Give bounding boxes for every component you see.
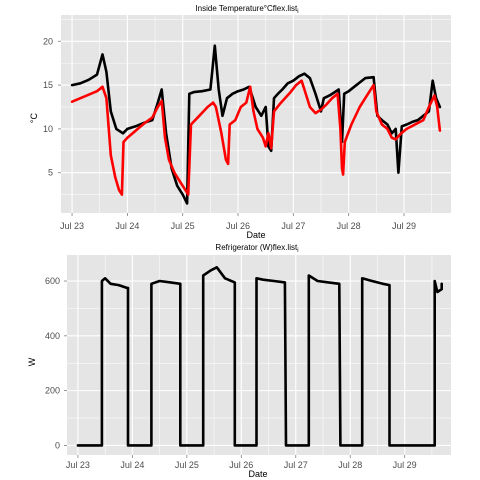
refrigerator-series-group	[76, 265, 444, 447]
temperature-y-tick-label: 20	[43, 36, 53, 46]
refrigerator-y-tick-label: 0	[55, 440, 60, 450]
temperature-x-ticks: Jul 23 Jul 24 Jul 25 Jul 26 Jul 27 Jul 28 Jul …	[60, 213, 416, 231]
temperature-series-black	[70, 44, 442, 205]
refrigerator-y-axis-label: W	[27, 357, 37, 366]
temperature-y-tick-label: 15	[43, 80, 53, 90]
temperature-x-tick-label: Jul 23	[60, 221, 84, 231]
refrigerator-x-tick-label: Jul 25	[175, 460, 199, 470]
refrigerator-x-tick-label: Jul 28	[338, 460, 362, 470]
temperature-y-ticks: 5 10 15 20	[43, 36, 61, 178]
refrigerator-x-axis-label: Date	[248, 469, 267, 479]
temperature-y-tick-label: 10	[43, 124, 53, 134]
temperature-y-tick-label: 5	[48, 168, 53, 178]
refrigerator-x-tick-label: Jul 24	[120, 460, 144, 470]
temperature-plot-panel	[61, 15, 451, 213]
refrigerator-x-ticks: Jul 23 Jul 24 Jul 25 Jul 26 Jul 27 Jul 28 Jul …	[66, 455, 417, 470]
temperature-x-tick-label: Jul 24	[115, 221, 139, 231]
refrigerator-x-tick-label: Jul 29	[393, 460, 417, 470]
temperature-title: Inside Temperature°Cflex.listi	[195, 4, 298, 15]
refrigerator-x-tick-label: Jul 23	[66, 460, 90, 470]
temperature-y-axis-label: °C	[29, 112, 39, 123]
refrigerator-y-ticks: 0 200 400 600	[45, 276, 67, 450]
temperature-x-tick-label: Jul 25	[171, 221, 195, 231]
refrigerator-x-tick-label: Jul 26	[229, 460, 253, 470]
temperature-x-axis-label: Date	[246, 230, 265, 240]
refrigerator-plot-panel	[67, 255, 451, 455]
refrigerator-series-black	[76, 265, 444, 447]
refrigerator-x-tick-label: Jul 27	[284, 460, 308, 470]
temperature-series-group	[70, 44, 442, 205]
temperature-x-tick-label: Jul 27	[281, 221, 305, 231]
refrigerator-y-tick-label: 600	[45, 276, 60, 286]
temperature-series-red	[70, 79, 442, 196]
refrigerator-y-tick-label: 200	[45, 386, 60, 396]
refrigerator-title: Refrigerator (W)flex.listi	[215, 243, 298, 254]
temperature-x-tick-label: Jul 29	[392, 221, 416, 231]
temperature-x-tick-label: Jul 28	[337, 221, 361, 231]
refrigerator-y-tick-label: 400	[45, 331, 60, 341]
temperature-x-tick-label: Jul 26	[226, 221, 250, 231]
